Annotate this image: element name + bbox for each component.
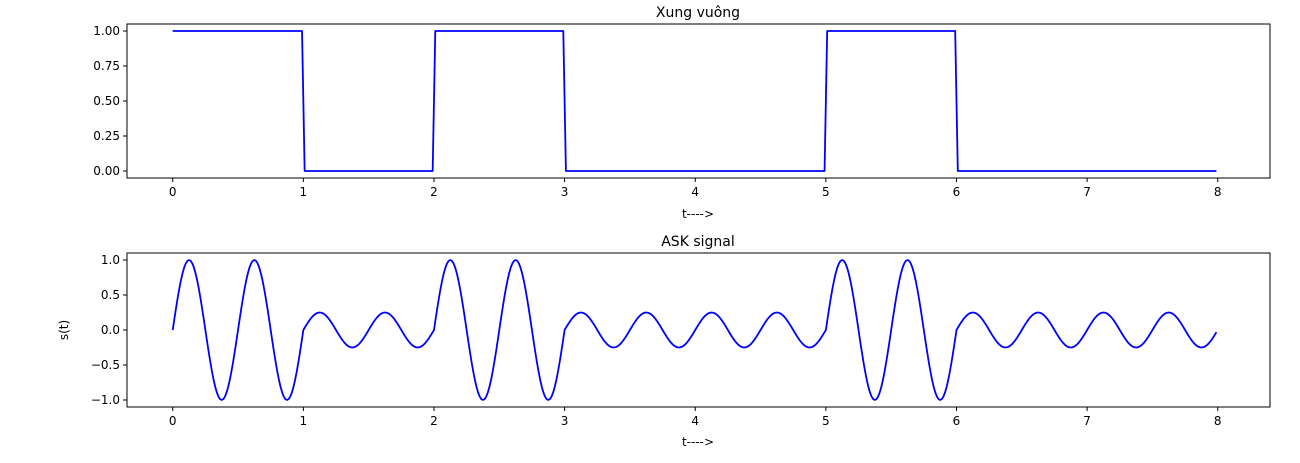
square-wave-plot: Xung vuông 0.00 0.25 0.50 0.75 1.00 0 1 2 3 4 5 6 7… xyxy=(93,5,1271,221)
square-wave-y-ticks: 0.00 0.25 0.50 0.75 1.00 xyxy=(93,24,127,178)
ask-signal-plot: ASK signal −1.0 −0.5 0.0 0.5 1.0 0 1 2 3 4 5 6 7 8 t… xyxy=(57,234,1271,449)
square-wave-plot-frame xyxy=(126,23,1271,179)
square-wave-y-tick-label: 0.25 xyxy=(93,129,120,143)
ask-signal-y-tick-label: 0.5 xyxy=(101,288,120,302)
ask-signal-x-tick-label: 7 xyxy=(1083,414,1091,428)
ask-signal-title: ASK signal xyxy=(661,234,735,250)
ask-signal-x-tick-label: 8 xyxy=(1214,414,1222,428)
square-wave-x-tick-label: 1 xyxy=(300,185,308,199)
square-wave-x-tick-label: 4 xyxy=(691,185,699,199)
ask-signal-y-tick-label: 1.0 xyxy=(101,253,120,267)
square-wave-x-tick-label: 0 xyxy=(169,185,177,199)
square-wave-y-tick-label: 1.00 xyxy=(93,24,120,38)
square-wave-x-tick-label: 3 xyxy=(561,185,569,199)
ask-signal-series-line xyxy=(171,259,1218,401)
ask-signal-x-tick-label: 0 xyxy=(169,414,177,428)
square-wave-x-tick-label: 2 xyxy=(430,185,438,199)
square-wave-series-line xyxy=(172,30,1217,172)
ask-signal-y-tick-label: 0.0 xyxy=(101,323,120,337)
square-wave-title: Xung vuông xyxy=(656,5,740,21)
ask-signal-x-tick-label: 5 xyxy=(822,414,830,428)
ask-signal-x-tick-label: 6 xyxy=(953,414,961,428)
ask-signal-x-label: t----> xyxy=(682,435,714,449)
square-wave-y-tick-label: 0.00 xyxy=(93,164,120,178)
ask-signal-x-ticks: 0 1 2 3 4 5 6 7 8 xyxy=(169,407,1222,428)
ask-signal-series-group xyxy=(171,259,1218,401)
ask-signal-x-tick-label: 2 xyxy=(430,414,438,428)
ask-signal-plot-frame xyxy=(126,252,1271,408)
square-wave-y-tick-label: 0.75 xyxy=(93,59,120,73)
square-wave-x-tick-label: 8 xyxy=(1214,185,1222,199)
ask-signal-y-tick-label: −0.5 xyxy=(91,358,120,372)
ask-signal-x-tick-label: 4 xyxy=(691,414,699,428)
ask-signal-x-tick-label: 1 xyxy=(300,414,308,428)
square-wave-series-group xyxy=(172,30,1217,172)
ask-signal-y-ticks: −1.0 −0.5 0.0 0.5 1.0 xyxy=(91,253,127,407)
ask-signal-y-label: s(t) xyxy=(57,320,71,340)
square-wave-x-label: t----> xyxy=(682,207,714,221)
square-wave-x-tick-label: 5 xyxy=(822,185,830,199)
square-wave-y-tick-label: 0.50 xyxy=(93,94,120,108)
ask-signal-x-tick-label: 3 xyxy=(561,414,569,428)
square-wave-x-ticks: 0 1 2 3 4 5 6 7 8 xyxy=(169,178,1222,199)
square-wave-x-tick-label: 7 xyxy=(1083,185,1091,199)
square-wave-x-tick-label: 6 xyxy=(953,185,961,199)
ask-signal-y-tick-label: −1.0 xyxy=(91,393,120,407)
